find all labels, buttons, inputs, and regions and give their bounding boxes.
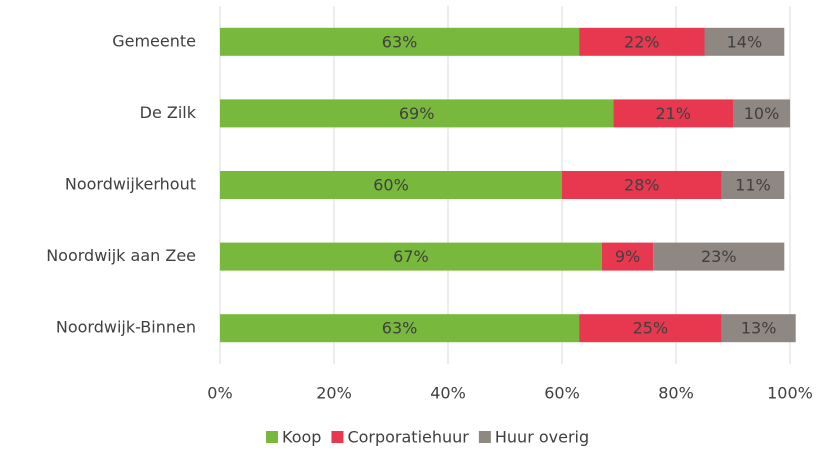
legend-swatch [478,431,491,443]
data-label: 63% [382,32,418,51]
bar-segment [613,99,733,128]
bar-segment [601,242,654,271]
data-label: 28% [624,176,660,195]
bar-segment [220,99,614,128]
x-tick-label: 40% [430,384,466,403]
data-label: 10% [744,104,780,123]
data-label: 69% [399,104,435,123]
y-tick-label: De Zilk [140,103,197,122]
data-label: 22% [624,32,660,51]
x-tick-label: 80% [658,384,694,403]
y-tick-label: Noordwijkerhout [65,175,196,194]
legend-label: Huur overig [495,428,589,447]
y-tick-label: Gemeente [112,31,196,50]
bar-segment [653,242,785,271]
bar-segment [579,314,722,343]
bar-segment [721,171,785,199]
data-label: 13% [741,319,777,338]
legend-swatch [331,431,344,443]
x-tick-label: 20% [316,384,352,403]
y-tick-label: Noordwijk aan Zee [46,246,196,265]
legend-swatch [266,431,278,443]
data-label: 23% [701,247,737,266]
bar-segment [220,27,580,56]
data-label: 21% [655,104,691,123]
x-tick-label: 0% [207,384,232,403]
bar-segment [220,314,580,343]
x-tick-label: 60% [544,384,580,403]
bar-segment [704,27,785,56]
legend-label: Corporatiehuur [347,428,469,447]
data-label: 11% [735,176,771,195]
bar-segment [562,171,722,199]
y-tick-label: Noordwijk-Binnen [56,318,196,337]
bar-segment [220,171,562,199]
data-label: 67% [393,247,429,266]
legend-label: Koop [282,428,321,447]
x-tick-label: 100% [767,384,813,403]
data-label: 25% [633,319,669,338]
bar-segment [220,242,602,271]
bar-segment [721,314,796,343]
data-label: 9% [615,247,640,266]
data-label: 63% [382,319,418,338]
data-label: 14% [727,32,763,51]
data-label: 60% [373,176,409,195]
bar-segment [733,99,790,128]
bar-segment [579,27,705,56]
